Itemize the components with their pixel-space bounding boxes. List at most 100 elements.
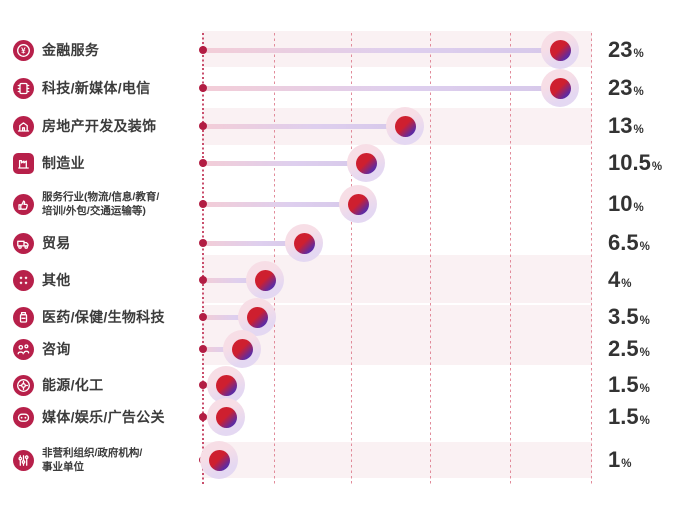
category-label-text: 医药/保健/生物科技	[42, 307, 165, 327]
value-label: 1%	[608, 444, 631, 480]
value-dot	[394, 115, 416, 137]
row-highlight-band	[202, 442, 592, 478]
axis-start-dot	[199, 239, 207, 247]
energy-icon	[13, 374, 34, 396]
value-unit: %	[639, 415, 650, 427]
category-label-text: 能源/化工	[42, 375, 103, 395]
axis-start-dot	[199, 84, 207, 92]
category-label-text: 媒体/娱乐/广告公关	[42, 407, 165, 427]
category-label-line: 医药/保健/生物科技	[42, 309, 165, 325]
category-label-row: 医药/保健/生物科技	[13, 295, 165, 339]
category-label-text: 制造业	[42, 153, 85, 173]
value-number: 10	[608, 191, 633, 216]
value-unit: %	[633, 48, 644, 60]
value-unit: %	[639, 315, 650, 327]
gridline	[430, 33, 431, 485]
category-label-text: 服务行业(物流/信息/教育/培训/外包/交通运输等)	[42, 190, 159, 218]
category-label-text: 房地产开发及装饰	[42, 116, 156, 136]
category-label-row: 服务行业(物流/信息/教育/培训/外包/交通运输等)	[13, 182, 159, 226]
gridline	[351, 33, 352, 485]
category-label-text: 贸易	[42, 233, 71, 253]
category-label-line: 非营利组织/政府机构/	[42, 447, 143, 459]
nonprofit-sliders-icon	[13, 449, 34, 471]
value-label: 1.5%	[608, 369, 650, 405]
value-unit: %	[651, 161, 663, 173]
value-label: 6.5%	[608, 227, 650, 263]
category-label-line: 服务行业(物流/信息/教育/	[42, 191, 160, 203]
value-unit: %	[621, 458, 632, 470]
value-unit: %	[633, 124, 644, 136]
axis-start-dot	[199, 46, 207, 54]
gridline	[510, 33, 511, 485]
value-number: 23	[608, 37, 633, 62]
category-label-row: 贸易	[13, 221, 71, 265]
lollipop-stick	[203, 160, 368, 166]
category-label-line: 咨询	[42, 341, 71, 357]
category-label-line: 金融服务	[42, 42, 100, 58]
category-label-line: 制造业	[42, 155, 85, 171]
category-label-line: 其他	[42, 272, 71, 288]
value-unit: %	[621, 278, 632, 290]
axis-start-dot	[199, 413, 207, 421]
value-unit: %	[639, 347, 650, 359]
value-label: 10%	[608, 188, 644, 224]
value-label: 2.5%	[608, 333, 650, 369]
value-dot	[355, 152, 377, 174]
axis-start-dot	[199, 276, 207, 284]
category-label-text: 其他	[42, 270, 71, 290]
tech-chip-icon	[13, 77, 34, 99]
lollipop-stick	[203, 201, 360, 207]
value-number: 1	[608, 447, 621, 472]
pharma-bottle-icon	[13, 306, 34, 328]
axis-baseline	[202, 33, 204, 485]
value-dot	[208, 449, 230, 471]
value-dot	[293, 232, 315, 254]
axis-start-dot	[199, 159, 207, 167]
category-label-line: 贸易	[42, 235, 71, 251]
lollipop-stick	[203, 314, 259, 320]
value-unit: %	[633, 86, 644, 98]
category-label-line: 房地产开发及装饰	[42, 118, 157, 134]
lollipop-stick	[203, 85, 562, 91]
value-dot	[231, 338, 253, 360]
value-dot	[549, 77, 571, 99]
axis-start-dot	[199, 313, 207, 321]
lollipop-stick	[203, 240, 306, 246]
axis-start-dot	[199, 200, 207, 208]
finance-coin-icon: ¥	[13, 39, 34, 61]
axis-start-dot	[199, 122, 207, 130]
value-label: 3.5%	[608, 301, 650, 337]
value-label: 4%	[608, 264, 631, 300]
value-dot	[215, 406, 237, 428]
value-number: 1.5	[608, 372, 639, 397]
other-diamonds-icon	[13, 269, 34, 291]
category-label-row: 非营利组织/政府机构/事业单位	[13, 438, 142, 482]
trade-truck-icon	[13, 232, 34, 254]
lollipop-stick	[203, 277, 267, 283]
value-label: 10.5%	[608, 147, 662, 183]
value-label: 13%	[608, 110, 644, 146]
value-label: 1.5%	[608, 401, 650, 437]
category-label-row: 咨询	[13, 327, 71, 371]
value-number: 4	[608, 267, 621, 292]
value-number: 3.5	[608, 304, 639, 329]
category-label-row: 科技/新媒体/电信	[13, 66, 150, 110]
category-label-text: 金融服务	[42, 40, 99, 60]
axis-start-dot	[199, 381, 207, 389]
lollipop-stick	[203, 47, 562, 53]
value-dot	[254, 269, 276, 291]
value-number: 13	[608, 113, 633, 138]
value-dot	[246, 306, 268, 328]
value-dot	[549, 39, 571, 61]
category-label-line: 事业单位	[42, 461, 84, 473]
gridline	[274, 33, 275, 485]
category-label-line: 媒体/娱乐/广告公关	[42, 409, 165, 425]
factory-icon	[13, 152, 34, 174]
service-thumbs-up-icon	[13, 193, 34, 215]
category-label-row: 媒体/娱乐/广告公关	[13, 395, 165, 439]
category-label-row: 制造业	[13, 141, 85, 185]
category-label-text: 非营利组织/政府机构/事业单位	[42, 446, 142, 474]
category-label-text: 咨询	[42, 339, 71, 359]
value-number: 23	[608, 75, 633, 100]
